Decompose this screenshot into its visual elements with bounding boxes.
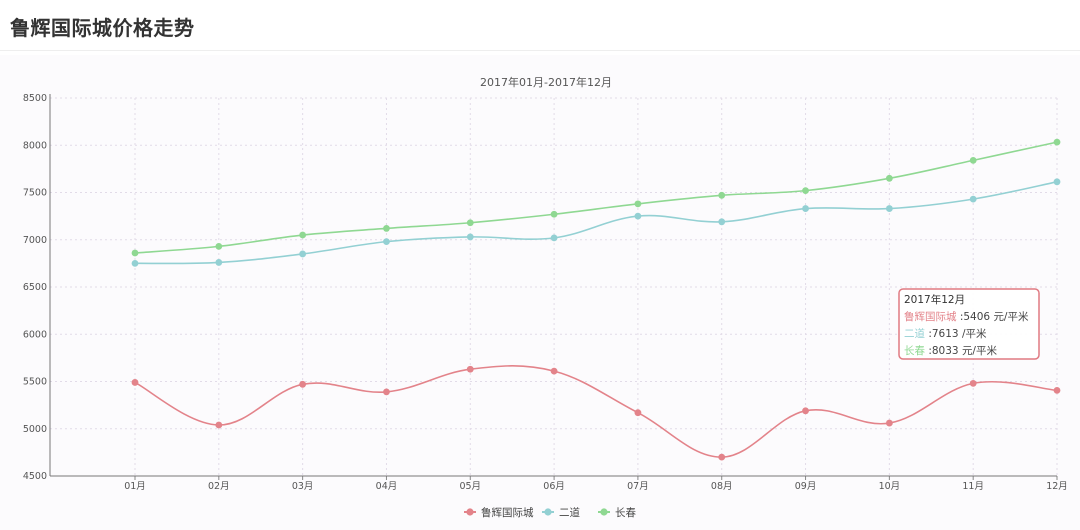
tooltip-row: 长春 :8033 元/平米 xyxy=(904,344,997,357)
y-tick-label: 6000 xyxy=(23,329,47,340)
tooltip-series-label: 鲁辉国际城 xyxy=(904,310,957,323)
data-point xyxy=(383,388,390,396)
tooltip-series-value: :7613 xyxy=(925,328,962,340)
y-tick-label: 5500 xyxy=(23,377,47,388)
series-line-3 xyxy=(134,141,1058,254)
data-point xyxy=(802,205,809,212)
data-point xyxy=(131,259,139,267)
data-point xyxy=(634,212,642,220)
legend-item[interactable]: 二道 xyxy=(542,506,580,519)
series-line-1 xyxy=(134,365,1058,458)
legend-label: 长春 xyxy=(615,507,636,519)
tooltip-row: 鲁辉国际城 :5406 元/平米 xyxy=(904,310,1029,323)
data-point xyxy=(1053,386,1061,394)
data-point xyxy=(299,250,307,258)
data-point xyxy=(1053,138,1061,146)
data-point xyxy=(383,225,390,232)
data-point xyxy=(718,218,726,226)
data-point xyxy=(802,407,809,415)
x-tick-label: 02月 xyxy=(208,481,230,492)
y-tick-label: 5000 xyxy=(23,424,47,435)
legend-marker xyxy=(544,508,552,516)
tooltip-series-value: :8033 xyxy=(925,345,962,357)
data-point xyxy=(634,200,642,208)
data-point xyxy=(550,367,558,375)
tooltip-box xyxy=(898,288,1040,360)
y-tick-label: 7500 xyxy=(23,188,47,199)
data-point xyxy=(885,174,893,182)
y-tick-label: 7000 xyxy=(23,235,47,246)
data-point xyxy=(383,238,390,246)
data-point xyxy=(299,231,307,239)
data-point xyxy=(215,421,223,429)
series-line-2 xyxy=(134,181,1058,265)
data-point xyxy=(969,156,977,164)
tooltip-series-label: 长春 xyxy=(904,345,925,357)
data-point xyxy=(885,205,893,212)
tooltip-series-unit: 元/平米 xyxy=(962,344,998,357)
legend-item[interactable]: 鲁辉国际城 xyxy=(464,506,534,519)
data-point xyxy=(299,380,307,388)
x-tick-label: 05月 xyxy=(459,481,481,492)
data-point xyxy=(215,242,223,250)
legend: 鲁辉国际城 二道 长春 xyxy=(464,506,636,519)
legend-item[interactable]: 长春 xyxy=(598,507,636,519)
x-tick-label: 03月 xyxy=(292,481,314,492)
tooltip-series-label: 二道 xyxy=(904,327,925,340)
series-lines xyxy=(131,138,1061,461)
y-tick-label: 6500 xyxy=(23,282,47,293)
tooltip-series-unit: 元/平米 xyxy=(993,310,1029,323)
data-point xyxy=(215,259,223,266)
page-header: 鲁辉国际城价格走势 xyxy=(0,0,1080,51)
tooltip-title: 2017年12月 xyxy=(904,293,965,306)
x-tick-label: 10月 xyxy=(879,481,901,492)
data-point xyxy=(969,379,977,387)
x-tick-label: 11月 xyxy=(962,481,984,492)
x-tick-label: 01月 xyxy=(124,481,146,492)
x-tick-label: 07月 xyxy=(627,481,649,492)
x-tick-label: 12月 xyxy=(1046,481,1068,492)
axes: 4500 5000 5500 6000 6500 7000 7500 8000 8500 01月 0… xyxy=(23,93,1068,492)
tooltip-row: 二道 :7613 /平米 xyxy=(904,327,987,340)
x-tick-label: 08月 xyxy=(711,481,733,492)
x-tick-label: 06月 xyxy=(543,481,565,492)
legend-label: 鲁辉国际城 xyxy=(481,506,534,519)
legend-marker xyxy=(466,508,474,516)
data-point xyxy=(131,379,139,386)
data-point xyxy=(1053,178,1061,186)
page-title: 鲁辉国际城价格走势 xyxy=(10,16,195,40)
data-point xyxy=(550,234,558,242)
tooltip-series-value: :5406 xyxy=(957,311,994,323)
data-point xyxy=(466,219,474,227)
data-point xyxy=(718,191,726,199)
data-point xyxy=(634,409,642,417)
data-point xyxy=(466,233,474,241)
data-point xyxy=(969,195,977,203)
y-tick-label: 8000 xyxy=(23,140,47,151)
data-point xyxy=(718,453,726,461)
y-tick-label: 8500 xyxy=(23,93,47,104)
data-point xyxy=(802,187,809,195)
data-point xyxy=(550,210,558,218)
chart-subtitle: 2017年01月-2017年12月 xyxy=(480,75,612,89)
legend-marker xyxy=(600,508,608,516)
data-point xyxy=(885,419,893,427)
data-point xyxy=(466,365,474,373)
x-tick-label: 09月 xyxy=(795,481,817,492)
x-tick-label: 04月 xyxy=(376,481,398,492)
y-tick-label: 4500 xyxy=(23,471,47,482)
legend-label: 二道 xyxy=(559,506,580,519)
tooltip-series-unit: /平米 xyxy=(962,327,987,340)
data-point xyxy=(131,249,139,257)
